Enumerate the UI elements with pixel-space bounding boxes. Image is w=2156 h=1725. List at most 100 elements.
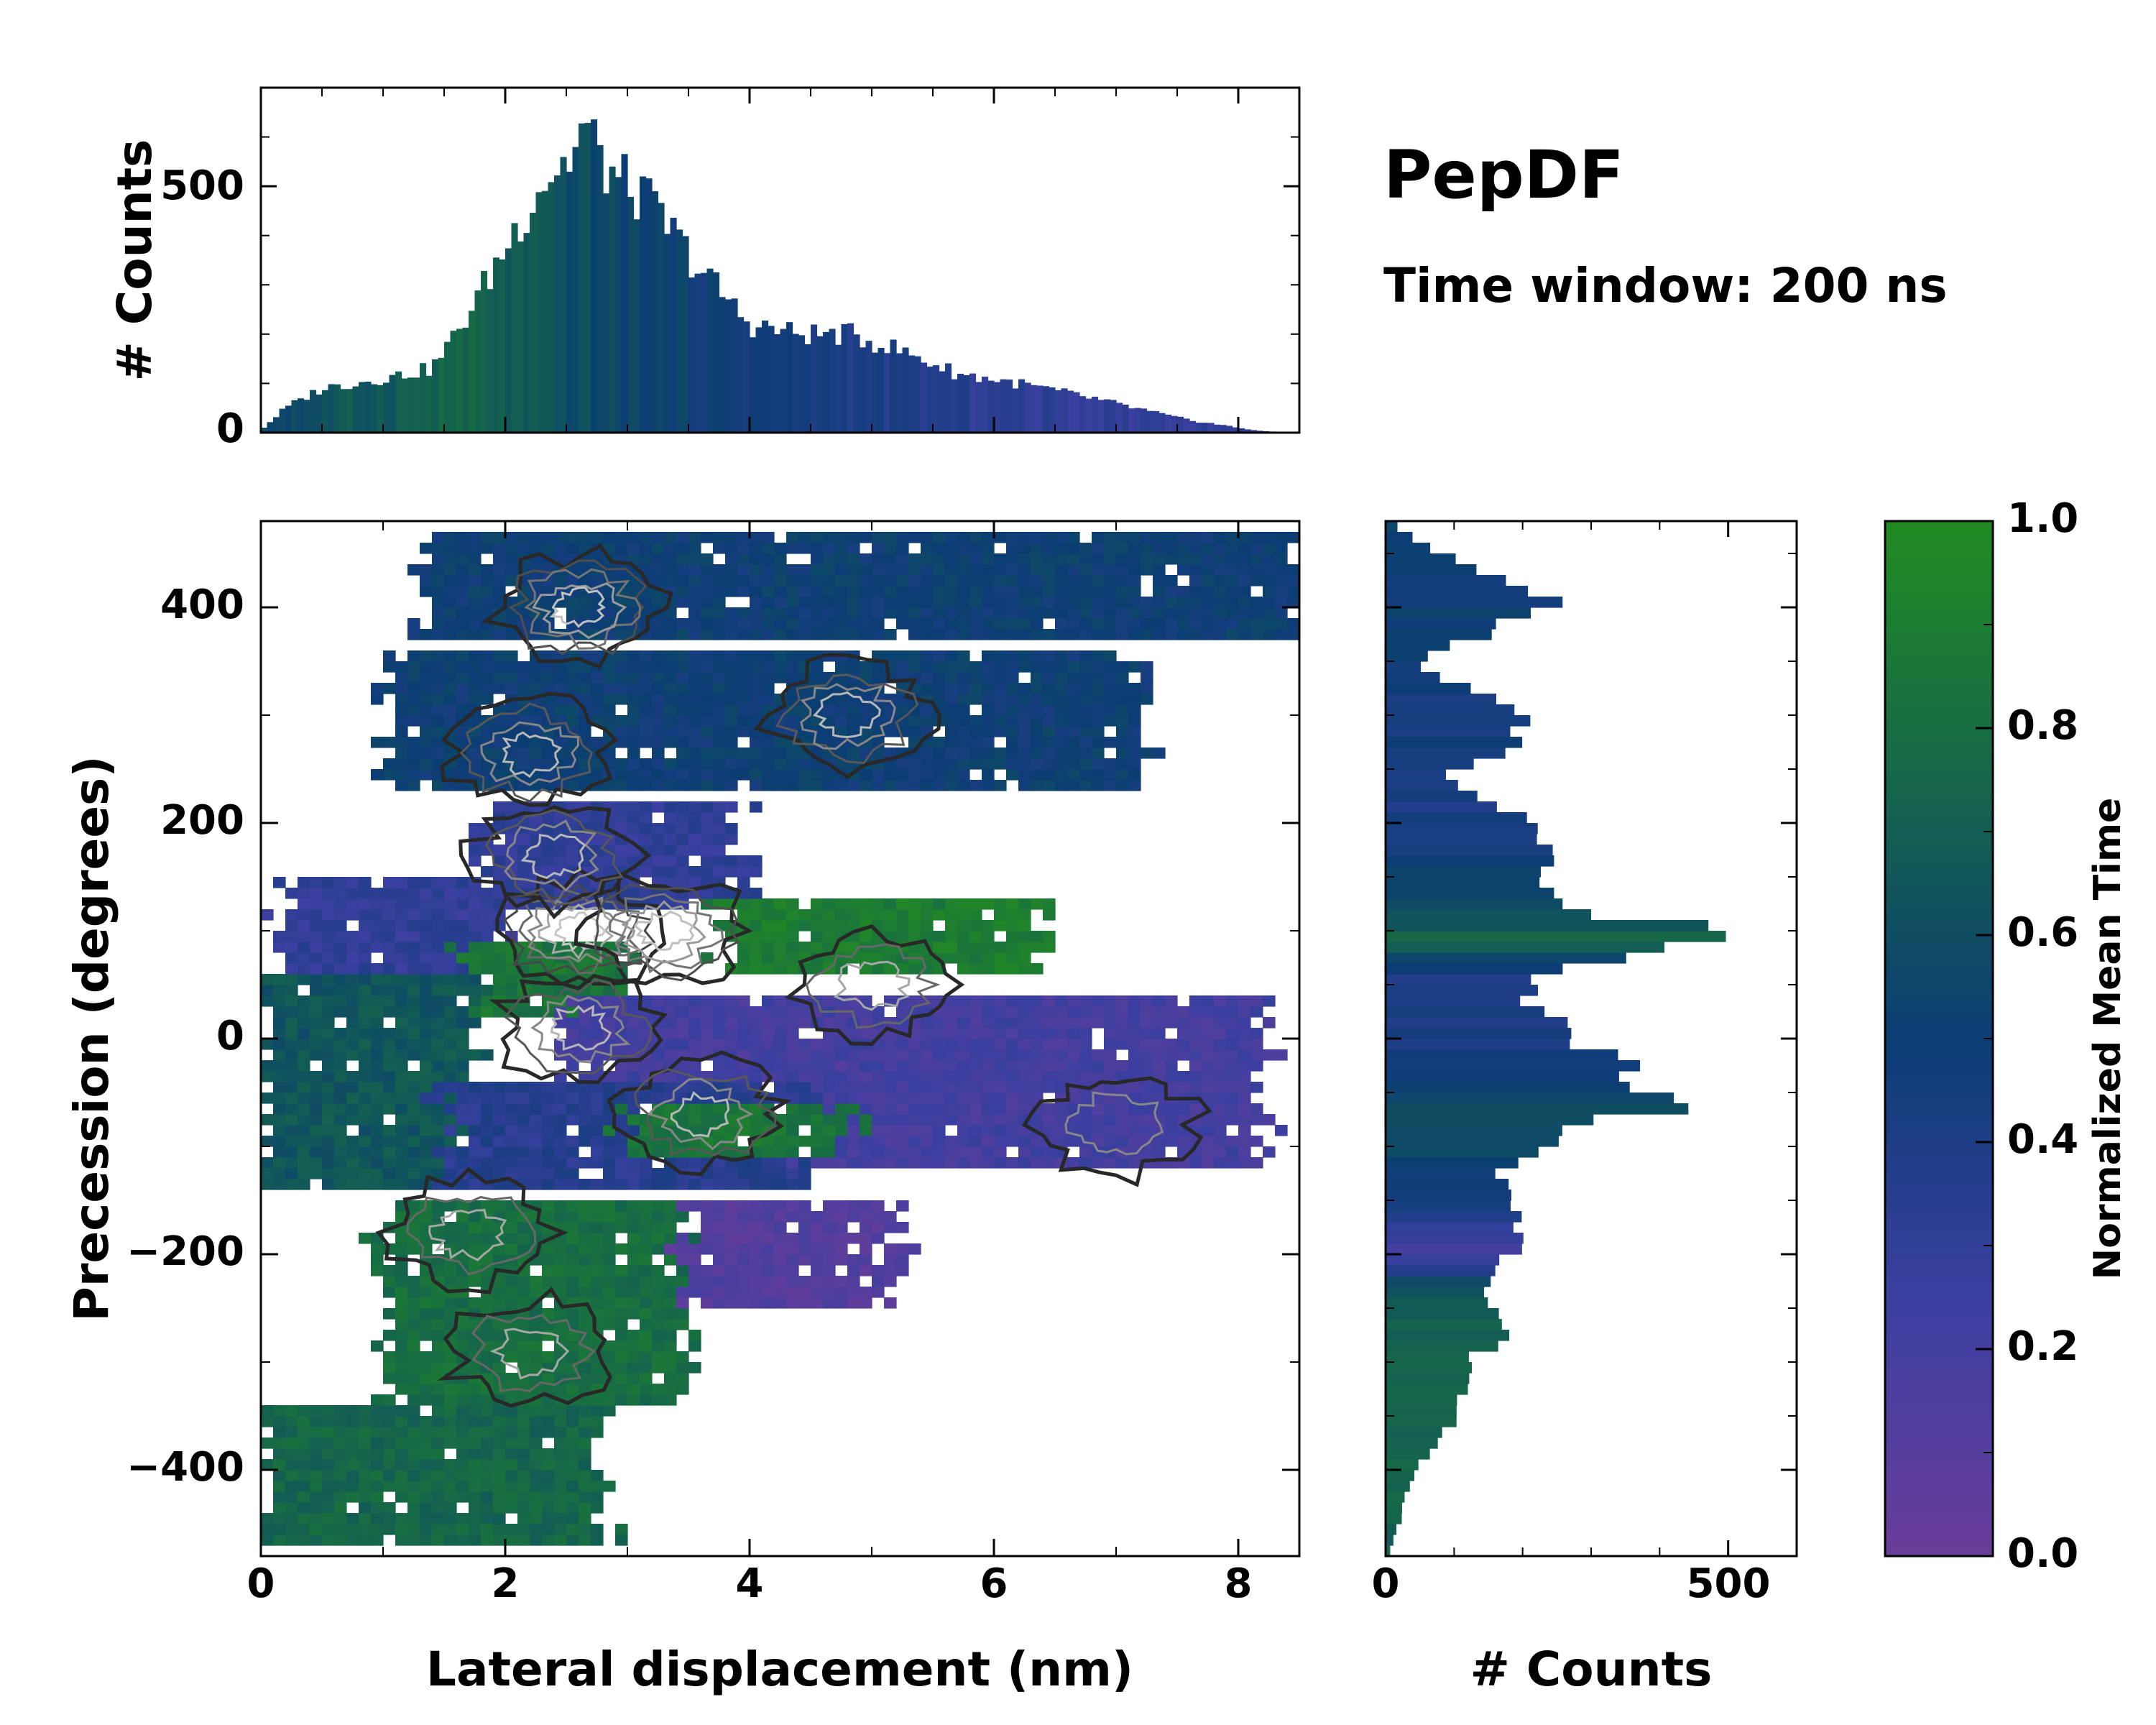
- heatmap-cell: [688, 1179, 701, 1190]
- heatmap-cell: [823, 1114, 836, 1126]
- heatmap-cell: [395, 1470, 408, 1481]
- heatmap-cell: [664, 1049, 677, 1061]
- heatmap-cell: [835, 1017, 848, 1029]
- heatmap-cell: [908, 898, 921, 910]
- heatmap-cell: [908, 995, 921, 1007]
- heatmap-cell: [798, 1006, 811, 1018]
- heatmap-cell: [945, 1136, 958, 1147]
- heatmap-cell: [737, 607, 750, 619]
- heatmap-cell: [860, 1146, 872, 1158]
- heatmap-cell: [591, 1373, 604, 1384]
- top-histogram-bar: [816, 336, 824, 433]
- heatmap-cell: [847, 1211, 860, 1223]
- contour-line: [833, 960, 911, 1011]
- heatmap-cell: [688, 995, 701, 1007]
- heatmap-cell: [921, 963, 934, 975]
- heatmap-cell: [554, 845, 567, 856]
- colorbar-segment: [1885, 1202, 1993, 1212]
- heatmap-cell: [982, 532, 995, 543]
- heatmap-cell: [823, 607, 836, 619]
- heatmap-cell: [505, 1416, 518, 1427]
- heatmap-cell: [762, 553, 775, 565]
- heatmap-cell: [982, 650, 995, 662]
- heatmap-cell: [676, 1276, 689, 1287]
- colorbar-segment: [1885, 564, 1993, 574]
- heatmap-cell: [407, 1351, 420, 1363]
- heatmap-cell: [493, 1438, 506, 1449]
- heatmap-cell: [432, 715, 445, 727]
- heatmap-cell: [664, 758, 677, 770]
- colorbar-segment: [1885, 719, 1993, 729]
- heatmap-cell: [652, 1233, 665, 1244]
- top-histogram-bar: [572, 147, 579, 433]
- heatmap-cell: [273, 1448, 286, 1460]
- heatmap-cell: [896, 1049, 909, 1061]
- heatmap-cell: [1043, 553, 1056, 565]
- heatmap-cell: [994, 1157, 1007, 1169]
- heatmap-cell: [737, 1276, 750, 1287]
- heatmap-cell: [493, 1114, 506, 1126]
- heatmap-cell: [884, 898, 897, 910]
- heatmap-cell: [1202, 1071, 1215, 1082]
- heatmap-cell: [383, 1351, 396, 1363]
- heatmap-cell: [383, 942, 396, 953]
- heatmap-cell: [921, 1146, 934, 1158]
- heatmap-cell: [493, 801, 506, 813]
- heatmap-cell: [713, 1233, 726, 1244]
- colorbar-segment: [1885, 814, 1993, 824]
- heatmap-cell: [1116, 683, 1129, 694]
- heatmap-cell: [811, 1092, 824, 1104]
- heatmap-cell: [1031, 942, 1044, 953]
- heatmap-cell: [603, 1287, 616, 1298]
- heatmap-cell: [701, 834, 714, 845]
- heatmap-cell: [762, 1222, 775, 1233]
- heatmap-cell: [444, 769, 457, 781]
- heatmap-cell: [884, 1136, 897, 1147]
- heatmap-cell: [1031, 661, 1044, 673]
- top-histogram-bar: [377, 385, 384, 433]
- heatmap-cell: [945, 607, 958, 619]
- heatmap-cell: [591, 1136, 604, 1147]
- right-histogram-bar: [1386, 1481, 1410, 1492]
- heatmap-cell: [798, 1017, 811, 1029]
- heatmap-cell: [713, 629, 726, 640]
- heatmap-cell: [1177, 553, 1190, 565]
- heatmap-cell: [481, 1513, 494, 1524]
- heatmap-cell: [847, 1125, 860, 1136]
- heatmap-cell: [334, 995, 347, 1007]
- heatmap-cell: [1226, 597, 1239, 608]
- heatmap-cell: [701, 780, 714, 791]
- heatmap-cell: [1238, 1146, 1251, 1158]
- colorbar-segment: [1885, 1461, 1993, 1471]
- heatmap-cell: [982, 715, 995, 727]
- heatmap-cell: [432, 1470, 445, 1481]
- right-histogram-bar: [1386, 543, 1431, 554]
- heatmap-cell: [945, 1060, 958, 1072]
- heatmap-cell: [1263, 607, 1276, 619]
- heatmap-cell: [1006, 1049, 1019, 1061]
- top-histogram-bar: [841, 323, 848, 433]
- heatmap-cell: [713, 801, 726, 813]
- heatmap-cell: [982, 726, 995, 737]
- colorbar-segment: [1885, 1108, 1993, 1117]
- heatmap-cell: [664, 801, 677, 813]
- heatmap-cell: [1202, 1136, 1215, 1147]
- heatmap-cell: [1092, 769, 1105, 781]
- heatmap-cell: [884, 1103, 897, 1115]
- heatmap-cell: [762, 920, 775, 932]
- heatmap-cell: [615, 1265, 628, 1276]
- heatmap-cell: [1189, 532, 1202, 543]
- heatmap-cell: [481, 909, 494, 921]
- heatmap-cell: [542, 650, 555, 662]
- heatmap-cell: [1287, 575, 1300, 586]
- heatmap-cell: [444, 607, 457, 619]
- heatmap-cell: [713, 748, 726, 759]
- heatmap-cell: [432, 1459, 445, 1471]
- heatmap-cell: [1250, 597, 1263, 608]
- heatmap-cell: [860, 597, 872, 608]
- heatmap-cell: [737, 1254, 750, 1266]
- heatmap-cell: [1006, 704, 1019, 716]
- heatmap-cell: [334, 1481, 347, 1492]
- heatmap-cell: [285, 1427, 298, 1438]
- heatmap-cell: [750, 1103, 763, 1115]
